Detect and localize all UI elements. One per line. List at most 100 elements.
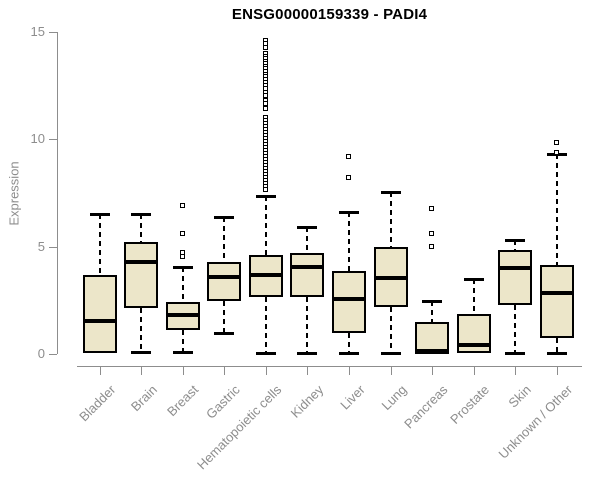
chart-title: ENSG00000159339 - PADI4 [231,6,428,23]
median-line [207,274,241,279]
box [540,264,574,338]
whisker-cap-lower [339,351,359,355]
median-line [124,259,158,264]
median-line [166,313,200,318]
x-tick-mark [307,366,308,375]
outlier-point [263,105,268,111]
whisker-upper [265,196,267,256]
whisker-upper [306,227,308,254]
y-tick-mark [49,247,57,248]
outlier-point [429,244,434,250]
y-tick-label: 5 [37,239,45,254]
whisker-upper [431,301,433,322]
box [83,274,117,353]
box [207,261,241,302]
box [332,271,366,333]
whisker-upper [556,154,558,265]
median-line [498,266,532,271]
whisker-cap-upper [90,213,110,217]
whisker-cap-lower [173,350,193,354]
x-axis-line [77,366,582,367]
whisker-lower [514,304,516,353]
outlier-point [346,154,351,159]
y-tick-mark [49,354,57,355]
whisker-cap-upper [381,190,401,194]
median-line [540,290,574,295]
whisker-cap-upper [256,195,276,199]
box [124,242,158,308]
whisker-lower [223,301,225,333]
whisker-cap-upper [214,215,234,219]
outlier-point [429,205,434,211]
x-tick-label: Breast [164,382,202,420]
whisker-cap-upper [131,213,151,217]
box [498,249,532,305]
x-tick-label: Unknown / Other [496,382,576,462]
whisker-lower [390,306,392,353]
median-line [83,318,117,323]
whisker-cap-lower [505,351,525,355]
outlier-point [180,253,185,259]
whisker-lower [140,307,142,352]
whisker-cap-lower [547,351,567,355]
whisker-cap-upper [173,266,193,270]
whisker-upper [390,191,392,247]
median-line [332,297,366,302]
x-tick-label: Liver [337,382,368,413]
whisker-upper [99,214,101,275]
x-tick-mark [557,366,558,375]
outlier-point [263,92,268,98]
y-tick-mark [49,139,57,140]
x-tick-mark [391,366,392,375]
outlier-point [263,187,268,193]
x-tick-label: Brain [127,382,160,415]
y-axis-line [57,32,58,354]
outlier-point [346,175,351,181]
whisker-cap-lower [214,331,234,335]
whisker-cap-upper [464,277,484,281]
whisker-cap-lower [297,351,317,355]
x-tick-mark [266,366,267,375]
whisker-lower [556,337,558,353]
whisker-cap-upper [422,300,442,304]
whisker-cap-upper [339,211,359,215]
whisker-cap-upper [547,153,567,157]
x-tick-mark [349,366,350,375]
outlier-point [263,44,268,50]
whisker-cap-upper [505,239,525,243]
x-tick-mark [224,366,225,375]
whisker-upper [182,267,184,303]
x-tick-mark [141,366,142,375]
box [415,321,449,354]
y-tick-label: 0 [37,346,45,361]
box [290,253,324,298]
x-tick-label: Gastric [203,382,243,422]
whisker-cap-lower [256,351,276,355]
median-line [290,265,324,270]
x-tick-label: Kidney [287,382,327,421]
whisker-upper [140,214,142,243]
x-tick-label: Pancreas [401,382,451,432]
y-tick-label: 10 [30,131,45,146]
whisker-upper [348,212,350,272]
median-line [457,343,491,348]
x-tick-mark [474,366,475,375]
x-tick-mark [432,366,433,375]
median-line [415,349,449,354]
whisker-cap-upper [297,226,317,230]
x-tick-mark [183,366,184,375]
y-tick-label: 15 [30,24,45,39]
median-line [374,275,408,280]
outlier-point [180,203,185,209]
x-tick-label: Lung [378,382,410,414]
y-tick-mark [49,32,57,33]
whisker-upper [223,216,225,262]
whisker-cap-lower [131,350,151,354]
outlier-point [429,231,434,237]
outlier-point [180,249,185,255]
whisker-upper [514,240,516,250]
outlier-point [180,231,185,237]
median-line [249,272,283,277]
